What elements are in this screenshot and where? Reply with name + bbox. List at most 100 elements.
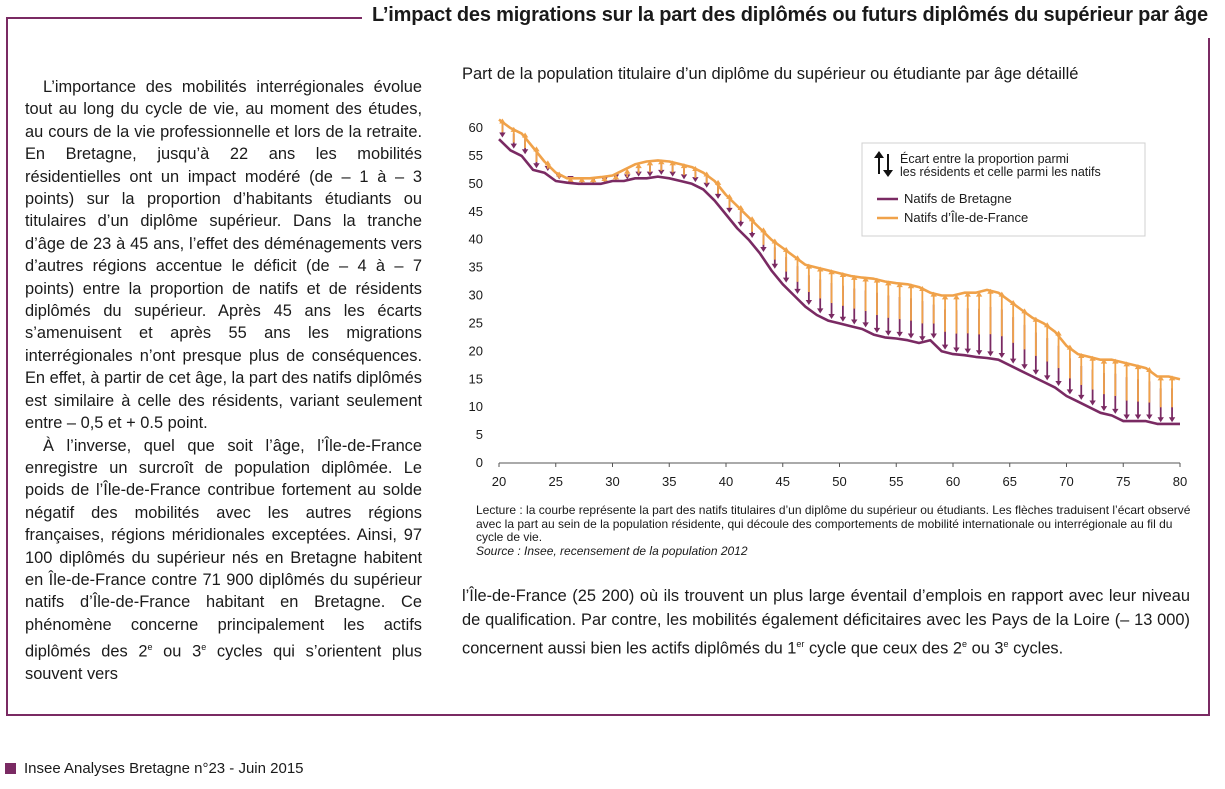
gap-arrow-idf-head	[612, 174, 620, 180]
x-tick-label: 45	[776, 474, 790, 489]
x-tick-label: 35	[662, 474, 676, 489]
x-tick-label: 55	[889, 474, 903, 489]
legend-arrow-label-line1: Écart entre la proportion parmi	[900, 151, 1069, 166]
chart-reading-note: Lecture : la courbe représente la part d…	[476, 503, 1191, 544]
legend: Écart entre la proportion parmi les rési…	[861, 142, 1146, 237]
gap-arrow-bretagne-head	[1100, 406, 1108, 412]
y-tick-label: 60	[469, 120, 483, 135]
gap-arrow-bretagne-head	[896, 331, 903, 337]
y-tick-label: 10	[469, 399, 483, 414]
gap-arrow-bretagne-head	[1134, 414, 1142, 420]
gap-arrow-bretagne-head	[975, 350, 983, 356]
gap-arrow-bretagne-head	[737, 221, 744, 227]
gap-arrow-bretagne-head	[521, 149, 529, 155]
gap-arrow-bretagne-head	[919, 336, 926, 342]
gap-arrow-bretagne-head	[964, 348, 971, 354]
gap-arrow-bretagne-head	[635, 171, 642, 177]
right-text-b: cycle que ceux des 2	[804, 639, 963, 658]
left-paragraph-2-text-c: cycles qui s’orientent plus souvent vers	[25, 642, 422, 684]
gap-arrow-bretagne-head	[782, 277, 790, 283]
x-tick-label: 60	[946, 474, 960, 489]
right-text-d: cycles.	[1008, 639, 1064, 658]
y-tick-label: 55	[469, 148, 483, 163]
gap-arrow-bretagne-head	[533, 163, 540, 169]
right-text-a: l’Île-de-France (25 200) où ils trouvent…	[462, 587, 1190, 658]
left-column-text: L’importance des mobilités interrégional…	[25, 76, 422, 685]
gap-arrow-idf-head	[590, 177, 597, 183]
series-line-bretagne	[498, 138, 1180, 426]
footer: Insee Analyses Bretagne n°23 - Juin 2015	[5, 760, 304, 777]
superscript: er	[796, 639, 805, 649]
gap-arrow-bretagne-head	[1146, 414, 1153, 420]
frame-right-border	[1208, 38, 1210, 715]
gap-arrow-bretagne-head	[771, 263, 779, 269]
gap-arrow-bretagne-head	[1157, 417, 1164, 423]
y-tick-label: 30	[469, 288, 483, 303]
gap-arrow-bretagne-head	[941, 344, 949, 350]
right-column-text: l’Île-de-France (25 200) où ils trouvent…	[462, 584, 1190, 660]
chart-note: Lecture : la courbe représente la part d…	[476, 503, 1196, 558]
footer-square-icon	[5, 763, 16, 774]
gap-arrow-bretagne-head	[703, 182, 710, 188]
left-paragraph-1: L’importance des mobilités interrégional…	[25, 78, 422, 433]
gap-arrow-bretagne-head	[726, 207, 733, 213]
frame-bottom-border	[6, 714, 1210, 716]
gap-arrow-bretagne-head	[692, 177, 699, 183]
x-tick-label: 40	[719, 474, 733, 489]
gap-arrow-idf-head	[635, 163, 642, 169]
gap-arrow-bretagne-head	[658, 169, 665, 175]
superscript: e	[962, 639, 968, 649]
gap-arrow-idf-head	[953, 294, 960, 300]
gap-arrow-bretagne-head	[669, 171, 676, 177]
frame-top-border	[6, 17, 362, 19]
gap-arrow-idf-head	[646, 160, 654, 166]
gap-arrow-bretagne-head	[714, 193, 722, 199]
x-tick-label: 20	[492, 474, 506, 489]
gap-arrow-bretagne-head	[828, 313, 835, 319]
gap-arrow-bretagne-head	[760, 246, 767, 252]
gap-arrow-bretagne-head	[805, 299, 813, 305]
gap-arrow-bretagne-head	[510, 143, 517, 149]
gap-arrow-bretagne-head	[1066, 389, 1074, 395]
gap-arrow-idf-head	[975, 291, 983, 297]
gap-arrow-bretagne-head	[1123, 414, 1130, 420]
y-tick-label: 5	[476, 427, 483, 442]
y-tick-label: 25	[469, 315, 483, 330]
gap-arrow-bretagne-head	[680, 174, 688, 180]
gap-arrow-bretagne-head	[953, 347, 960, 353]
gap-arrow-bretagne-head	[1009, 358, 1017, 364]
x-tick-label: 30	[605, 474, 619, 489]
y-tick-label: 20	[469, 343, 483, 358]
chart-source: Source : Insee, recensement de la popula…	[476, 543, 748, 558]
gap-arrow-bretagne-head	[873, 327, 881, 333]
gap-arrow-bretagne-head	[1078, 394, 1085, 400]
series-lines	[498, 118, 1181, 426]
superscript: e	[201, 642, 207, 653]
chart-svg: 20 25 30 35 40 45 50 55 60 65 70 75 80 0 5 10 15 20 25 30 35…	[469, 118, 1188, 489]
y-tick-label: 45	[469, 204, 483, 219]
right-text-c: ou 3	[967, 639, 1004, 658]
box-title: L’impact des migrations sur la part des …	[372, 4, 1208, 26]
gap-arrow-idf-head	[941, 294, 949, 300]
legend-box	[861, 142, 1146, 237]
gap-arrow-idf-head	[601, 176, 608, 182]
legend-arrow-icon	[874, 151, 893, 177]
gap-arrow-bretagne-head	[1168, 417, 1176, 423]
gap-arrow-bretagne-head	[907, 333, 915, 339]
gap-arrow-bretagne-head	[998, 353, 1006, 359]
x-tick-label: 80	[1173, 474, 1187, 489]
series-line-idf	[498, 118, 1181, 381]
gap-arrow-bretagne-head	[851, 319, 858, 325]
y-tick-label: 50	[469, 176, 483, 191]
gap-arrow-bretagne-head	[1112, 408, 1119, 414]
superscript: e	[147, 642, 153, 653]
gap-arrow-bretagne-head	[748, 232, 756, 238]
y-tick-label: 15	[469, 371, 483, 386]
axis-layer: 20 25 30 35 40 45 50 55 60 65 70 75 80 0 5 10 15 20 25 30 35…	[469, 120, 1188, 489]
x-tick-label: 25	[549, 474, 563, 489]
gap-arrow-idf-head	[578, 177, 586, 183]
legend-arrow-label-line2: les résidents et celle parmi les natifs	[900, 165, 1101, 179]
gap-arrow-bretagne-head	[1089, 400, 1096, 406]
gap-arrow-bretagne-head	[646, 171, 654, 177]
x-tick-label: 65	[1003, 474, 1017, 489]
